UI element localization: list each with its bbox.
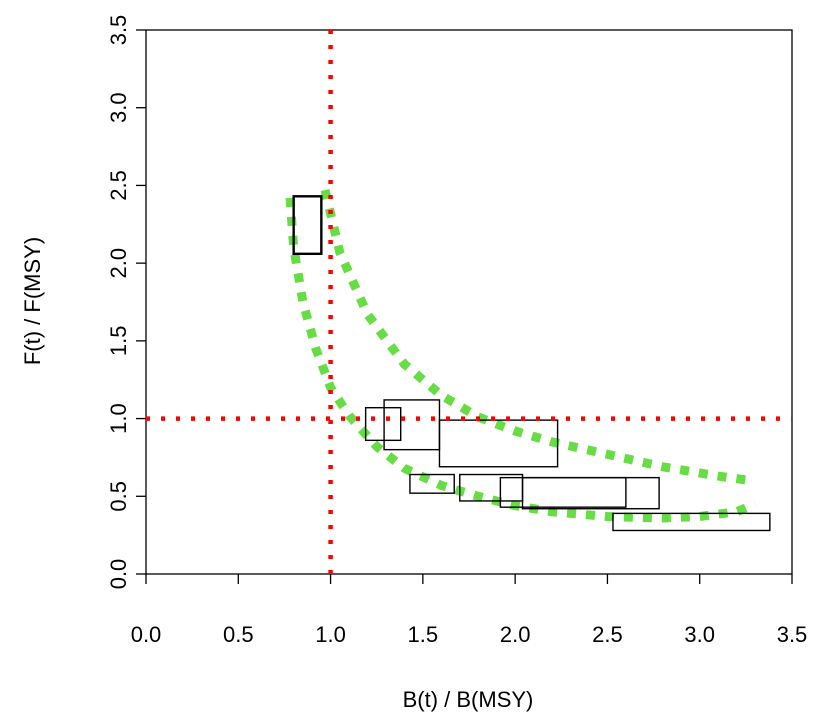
y-tick-label-3: 1.5: [106, 326, 131, 357]
x-tick-label-0: 0.0: [131, 622, 162, 647]
plot-frame: [145, 29, 793, 575]
y-tick-label-7: 3.5: [106, 15, 131, 46]
data-box-9: [612, 512, 771, 532]
envelope-lower-curve: [285, 197, 757, 523]
data-box-5: [409, 473, 455, 494]
data-box-6: [459, 473, 524, 502]
y-tick-label-0: 0.0: [106, 559, 131, 590]
y-axis-title: F(t) / F(MSY): [20, 237, 45, 365]
x-tick-label-2: 1.0: [315, 622, 346, 647]
data-box-1: [292, 195, 323, 256]
y-tick-label-2: 1.0: [106, 403, 131, 434]
x-tick-label-1: 0.5: [223, 622, 254, 647]
data-box-8: [521, 476, 660, 510]
data-box-2: [364, 406, 402, 442]
y-axis: 0.0 0.5 1.0 1.5 2.0 2.5 3.0 3.5: [106, 15, 146, 590]
y-tick-label-1: 0.5: [106, 481, 131, 512]
plot-region: [145, 29, 793, 575]
x-tick-label-4: 2.0: [500, 622, 531, 647]
x-axis: 0.0 0.5 1.0 1.5 2.0 2.5 3.0 3.5: [131, 574, 808, 647]
x-axis-title: B(t) / B(MSY): [403, 687, 534, 712]
data-box-4: [438, 419, 559, 468]
y-tick-label-4: 2.0: [106, 248, 131, 279]
x-tick-label-6: 3.0: [684, 622, 715, 647]
y-tick-label-5: 2.5: [106, 170, 131, 201]
envelope-upper-curve: [320, 189, 753, 486]
x-tick-label-5: 2.5: [592, 622, 623, 647]
y-tick-label-6: 3.0: [106, 92, 131, 123]
x-tick-label-7: 3.5: [777, 622, 808, 647]
x-tick-label-3: 1.5: [408, 622, 439, 647]
